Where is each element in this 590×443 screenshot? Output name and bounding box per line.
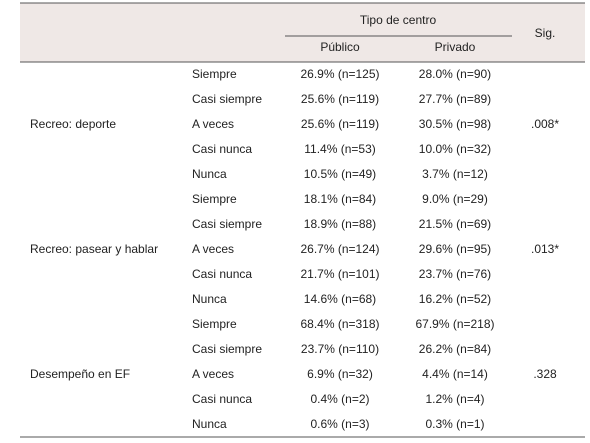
answer: Casi nunca — [192, 267, 252, 281]
cell-privado: 1.2% (n=4) — [425, 392, 484, 406]
sig-header: Sig. — [535, 26, 556, 40]
answer: Nunca — [192, 167, 227, 181]
cell-privado: 3.7% (n=12) — [422, 167, 488, 181]
cell-publico: 21.7% (n=101) — [300, 267, 379, 281]
cell-privado: 21.5% (n=69) — [419, 217, 491, 231]
group-label: Recreo: pasear y hablar — [30, 242, 158, 256]
cell-privado: 67.9% (n=218) — [415, 317, 494, 331]
cell-publico: 23.7% (n=110) — [301, 342, 379, 356]
cell-privado: 4.4% (n=14) — [422, 367, 488, 381]
cell-privado: 30.5% (n=98) — [419, 117, 491, 131]
answer: A veces — [192, 367, 234, 381]
sig-value: .013* — [531, 242, 559, 256]
cell-publico: 25.6% (n=119) — [301, 92, 379, 106]
sig-value: .328 — [533, 367, 557, 381]
cell-publico: 26.9% (n=125) — [300, 67, 379, 81]
column-header: Público — [320, 40, 360, 54]
cell-publico: 0.4% (n=2) — [310, 392, 369, 406]
cell-publico: 25.6% (n=119) — [301, 117, 379, 131]
answer: Casi nunca — [192, 392, 252, 406]
column-header: Privado — [435, 40, 476, 54]
cell-privado: 9.0% (n=29) — [422, 192, 488, 206]
cell-privado: 29.6% (n=95) — [419, 242, 491, 256]
answer: A veces — [192, 242, 234, 256]
cell-publico: 0.6% (n=3) — [310, 417, 369, 431]
cell-privado: 27.7% (n=89) — [419, 92, 491, 106]
cell-privado: 26.2% (n=84) — [419, 342, 491, 356]
cell-publico: 18.1% (n=84) — [304, 192, 376, 206]
answer: Casi siempre — [192, 342, 262, 356]
answer: Casi siempre — [192, 217, 262, 231]
cell-privado: 0.3% (n=1) — [425, 417, 484, 431]
answer: Siempre — [192, 67, 237, 81]
answer: Casi siempre — [192, 92, 262, 106]
cell-publico: 11.4% (n=53) — [304, 142, 376, 156]
header-background — [20, 3, 585, 62]
answer: Nunca — [192, 292, 227, 306]
cell-publico: 10.5% (n=49) — [304, 167, 376, 181]
sig-value: .008* — [531, 117, 559, 131]
answer: Casi nunca — [192, 142, 252, 156]
cell-publico: 6.9% (n=32) — [307, 367, 373, 381]
answer: Siempre — [192, 192, 237, 206]
cell-privado: 10.0% (n=32) — [419, 142, 491, 156]
group-title: Tipo de centro — [360, 13, 437, 27]
cell-privado: 23.7% (n=76) — [419, 267, 491, 281]
group-label: Desempeño en EF — [30, 367, 130, 381]
answer: Siempre — [192, 317, 237, 331]
cell-publico: 26.7% (n=124) — [300, 242, 379, 256]
answer: A veces — [192, 117, 234, 131]
answer: Nunca — [192, 417, 227, 431]
cell-publico: 18.9% (n=88) — [304, 217, 376, 231]
cell-privado: 28.0% (n=90) — [419, 67, 491, 81]
cell-publico: 14.6% (n=68) — [304, 292, 376, 306]
cell-privado: 16.2% (n=52) — [419, 292, 491, 306]
group-label: Recreo: deporte — [30, 117, 116, 131]
cell-publico: 68.4% (n=318) — [300, 317, 379, 331]
